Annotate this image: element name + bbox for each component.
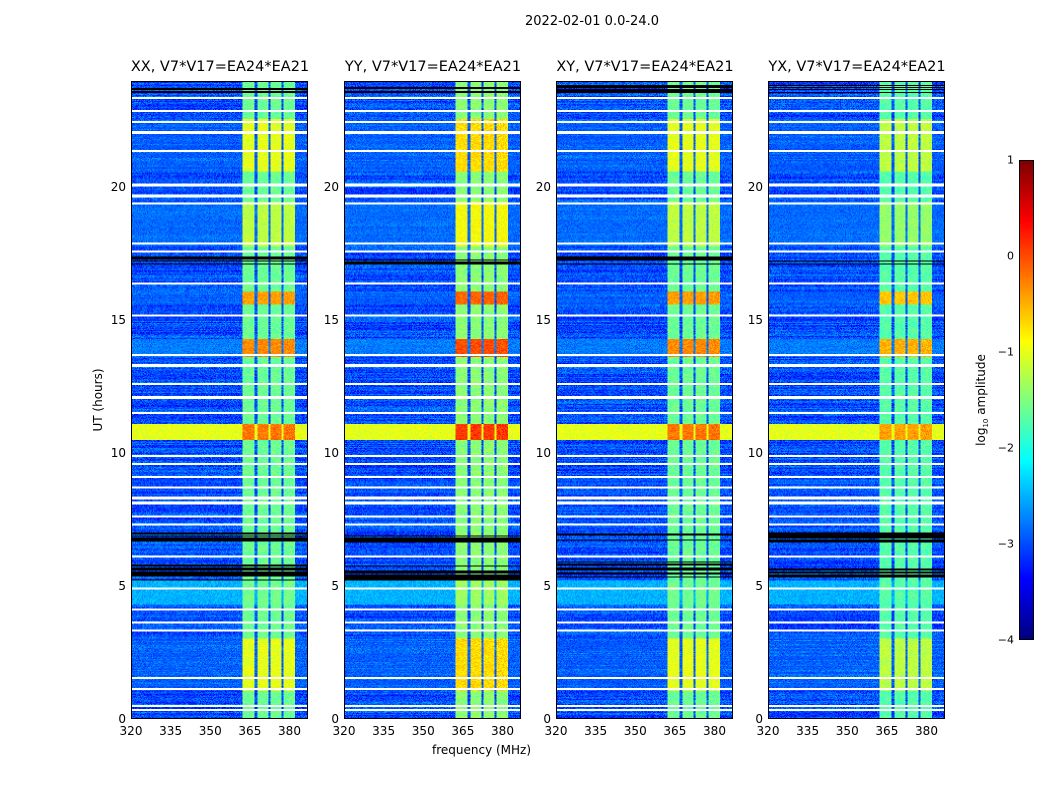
x-tick-label: 335 [372, 724, 396, 738]
y-tick-label: 15 [747, 313, 763, 328]
colorbar-tick-label: −1 [997, 345, 1014, 359]
figure-title: 2022-02-01 0.0-24.0 [525, 14, 659, 29]
panel-title: YX, V7*V17=EA24*EA21 [768, 59, 946, 75]
x-tick-label: 350 [198, 724, 222, 738]
colorbar-tick-label: 1 [1007, 153, 1014, 167]
y-tick-label: 5 [118, 579, 126, 594]
y-tick-label: 10 [747, 446, 763, 461]
x-tick-label: 350 [835, 724, 859, 738]
waterfall-panel [768, 81, 945, 719]
colorbar [1019, 160, 1034, 640]
y-tick-label: 10 [323, 446, 339, 461]
y-tick-label: 0 [331, 712, 339, 726]
waterfall-panel [556, 81, 733, 719]
y-tick-label: 0 [118, 712, 126, 726]
heatmap-image [769, 82, 944, 718]
x-tick-label: 320 [332, 724, 356, 738]
x-tick-label: 350 [411, 724, 435, 738]
colorbar-tick-label: −2 [997, 441, 1014, 455]
x-tick-label: 365 [451, 724, 475, 738]
y-tick-label: 15 [535, 313, 551, 328]
x-tick-label: 335 [584, 724, 608, 738]
x-tick-label: 365 [663, 724, 687, 738]
x-tick-label: 365 [875, 724, 899, 738]
x-tick-label: 380 [703, 724, 726, 738]
x-tick-label: 335 [796, 724, 820, 738]
y-tick-label: 10 [535, 446, 551, 461]
y-axis-label: UT (hours) [91, 368, 105, 432]
y-tick-label: 20 [747, 180, 763, 195]
y-tick-label: 15 [323, 313, 339, 328]
waterfall-panel [131, 81, 308, 719]
x-tick-label: 320 [119, 724, 143, 738]
x-tick-label: 335 [159, 724, 183, 738]
y-tick-label: 20 [323, 180, 339, 195]
x-tick-label: 365 [238, 724, 262, 738]
panel-title: XY, V7*V17=EA24*EA21 [556, 59, 734, 75]
y-tick-label: 5 [331, 579, 339, 594]
colorbar-tick-label: 0 [1007, 249, 1014, 263]
waterfall-panel [344, 81, 521, 719]
y-tick-label: 20 [535, 180, 551, 195]
colorbar-tick-label: −4 [997, 633, 1014, 647]
y-tick-label: 5 [755, 579, 763, 594]
colorbar-label: log10 amplitude [973, 354, 991, 446]
panel-title: XX, V7*V17=EA24*EA21 [130, 59, 310, 75]
x-tick-label: 350 [623, 724, 647, 738]
heatmap-image [557, 82, 732, 718]
y-tick-label: 5 [543, 579, 551, 594]
x-tick-label: 320 [544, 724, 568, 738]
y-tick-label: 10 [110, 446, 126, 461]
y-tick-label: 20 [110, 180, 126, 195]
y-tick-label: 15 [110, 313, 126, 328]
x-tick-label: 380 [915, 724, 938, 738]
x-tick-label: 380 [278, 724, 301, 738]
y-tick-label: 0 [755, 712, 763, 726]
heatmap-image [132, 82, 307, 718]
heatmap-image [345, 82, 520, 718]
panel-title: YY, V7*V17=EA24*EA21 [344, 59, 522, 75]
x-tick-label: 380 [491, 724, 514, 738]
y-tick-label: 0 [543, 712, 551, 726]
colorbar-tick-label: −3 [997, 537, 1014, 551]
x-tick-label: 320 [756, 724, 780, 738]
x-axis-label: frequency (MHz) [432, 743, 532, 757]
